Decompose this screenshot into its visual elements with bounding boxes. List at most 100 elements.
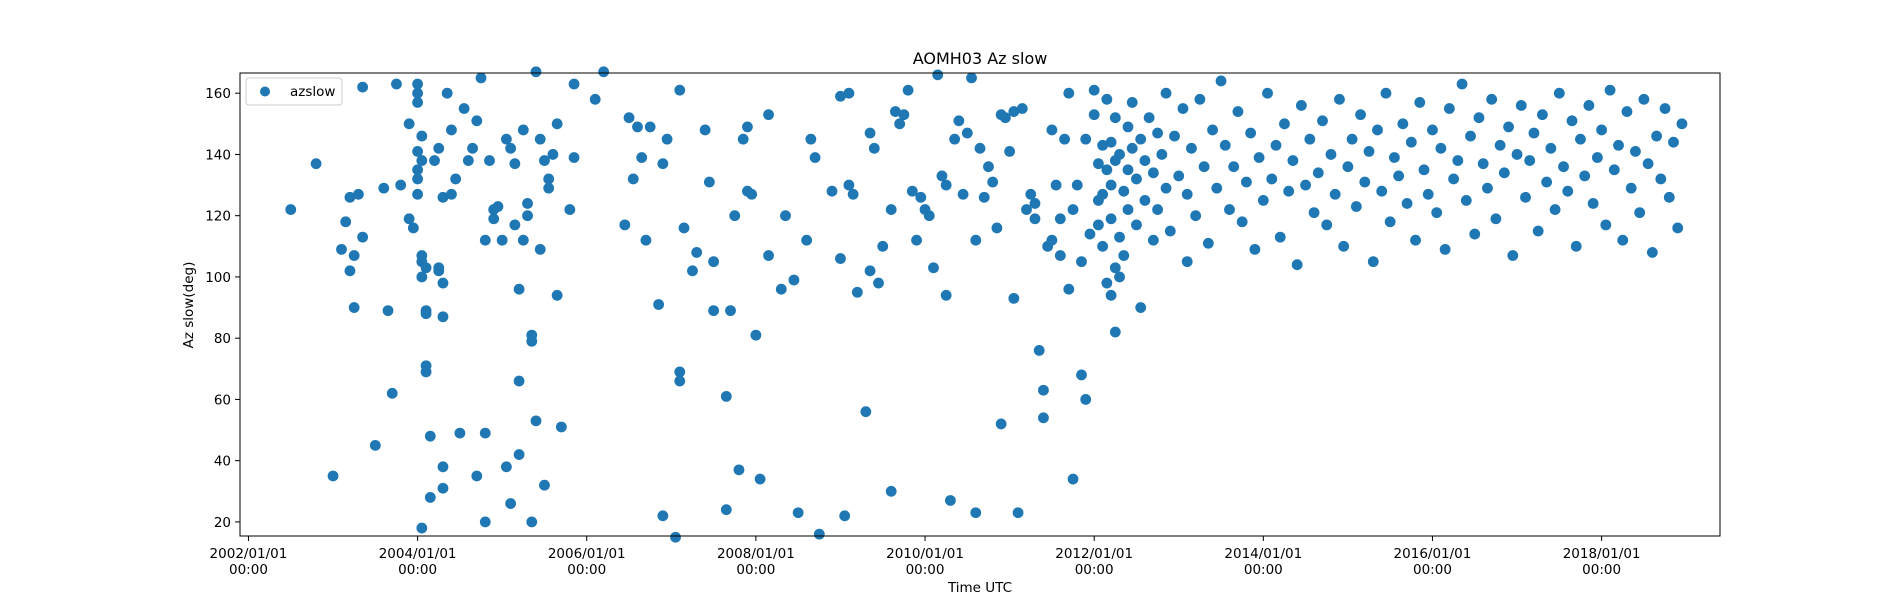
data-point-azslow-95 — [551, 289, 563, 301]
data-point-azslow-130 — [742, 121, 753, 133]
data-point-azslow-315 — [1380, 87, 1392, 99]
y-tick-label-4: 100 — [205, 270, 231, 286]
data-point-azslow-8 — [348, 250, 360, 261]
data-point-azslow-235 — [1109, 112, 1121, 124]
data-point-azslow-29 — [412, 188, 423, 200]
data-point-azslow-296 — [1300, 179, 1311, 191]
data-point-azslow-144 — [813, 528, 825, 540]
y-tick-label-6: 140 — [205, 147, 231, 163]
data-point-azslow-60 — [475, 72, 487, 84]
data-point-azslow-258 — [1152, 127, 1163, 139]
data-point-azslow-134 — [754, 473, 766, 485]
data-point-azslow-107 — [640, 234, 652, 246]
data-point-azslow-375 — [1634, 207, 1646, 219]
data-point-azslow-50 — [441, 87, 453, 99]
data-point-azslow-183 — [974, 142, 986, 154]
data-point-azslow-55 — [458, 103, 470, 114]
data-point-azslow-15 — [386, 387, 398, 399]
data-point-azslow-337 — [1473, 112, 1485, 124]
x-tick-label-time-3: 00:00 — [736, 562, 775, 578]
data-point-azslow-351 — [1532, 225, 1544, 237]
data-point-azslow-119 — [691, 247, 703, 258]
x-tick-label-date-0: 2002/01/01 — [210, 546, 288, 562]
data-point-azslow-357 — [1558, 161, 1569, 173]
data-point-azslow-35 — [420, 308, 432, 320]
y-tick-label-5: 120 — [205, 209, 231, 225]
data-point-azslow-306 — [1342, 161, 1354, 173]
data-point-azslow-78 — [517, 124, 529, 136]
data-point-azslow-71 — [505, 142, 517, 154]
data-point-azslow-242 — [1118, 185, 1130, 197]
data-point-azslow-373 — [1625, 182, 1637, 194]
data-point-azslow-20 — [407, 222, 419, 234]
data-point-azslow-185 — [983, 161, 994, 173]
data-point-azslow-220 — [1088, 109, 1100, 121]
data-point-azslow-273 — [1202, 237, 1214, 249]
data-point-azslow-127 — [729, 210, 741, 222]
x-tick-label-date-8: 2018/01/01 — [1563, 546, 1641, 562]
data-point-azslow-42 — [433, 265, 445, 277]
data-point-azslow-216 — [1076, 369, 1087, 381]
data-point-azslow-160 — [885, 485, 897, 497]
data-point-azslow-218 — [1080, 394, 1092, 405]
data-point-azslow-28 — [412, 173, 423, 185]
data-point-azslow-268 — [1181, 256, 1193, 268]
data-point-azslow-376 — [1638, 93, 1650, 105]
data-point-azslow-106 — [636, 152, 648, 163]
data-point-azslow-283 — [1245, 127, 1257, 139]
data-point-azslow-348 — [1520, 191, 1531, 203]
data-point-azslow-81 — [522, 210, 533, 222]
data-point-azslow-161 — [890, 106, 901, 117]
data-point-azslow-137 — [775, 283, 787, 295]
data-point-azslow-88 — [534, 243, 546, 255]
data-point-azslow-132 — [746, 188, 758, 200]
data-point-azslow-277 — [1219, 139, 1231, 151]
data-point-azslow-181 — [970, 234, 982, 246]
data-point-azslow-84 — [526, 516, 538, 528]
data-point-azslow-255 — [1143, 112, 1155, 124]
data-point-azslow-215 — [1076, 256, 1087, 268]
x-tick-label-date-4: 2010/01/01 — [886, 546, 964, 562]
data-point-azslow-74 — [509, 219, 521, 231]
data-point-azslow-330 — [1443, 103, 1455, 114]
data-point-azslow-90 — [539, 155, 550, 166]
data-point-azslow-11 — [357, 231, 369, 243]
data-point-azslow-191 — [1004, 145, 1015, 157]
data-point-azslow-57 — [467, 142, 478, 154]
data-point-azslow-126 — [725, 305, 736, 317]
data-point-azslow-193 — [1008, 292, 1020, 304]
data-point-azslow-372 — [1621, 106, 1633, 117]
data-point-azslow-149 — [843, 87, 855, 99]
data-point-azslow-105 — [632, 121, 643, 133]
x-tick-label-time-2: 00:00 — [567, 562, 606, 578]
data-point-azslow-226 — [1097, 188, 1109, 200]
data-point-azslow-179 — [961, 127, 973, 139]
data-point-azslow-51 — [446, 124, 457, 136]
data-point-azslow-118 — [687, 265, 698, 277]
data-point-azslow-245 — [1122, 164, 1134, 176]
data-point-azslow-248 — [1126, 142, 1138, 154]
data-point-azslow-135 — [763, 109, 774, 121]
data-point-azslow-329 — [1439, 243, 1451, 255]
data-point-azslow-380 — [1655, 173, 1667, 185]
data-point-azslow-302 — [1325, 149, 1337, 160]
data-point-azslow-33 — [416, 271, 428, 283]
data-point-azslow-123 — [708, 305, 719, 317]
data-point-azslow-192 — [1008, 106, 1020, 117]
legend: azslow — [245, 77, 343, 106]
data-point-azslow-247 — [1126, 97, 1138, 108]
data-point-azslow-323 — [1414, 97, 1426, 108]
data-point-azslow-124 — [720, 390, 732, 402]
data-point-azslow-156 — [868, 142, 880, 154]
data-point-azslow-371 — [1617, 234, 1629, 246]
data-point-azslow-182 — [970, 507, 982, 519]
x-tick-label-time-5: 00:00 — [1075, 562, 1114, 578]
data-point-azslow-346 — [1511, 149, 1523, 160]
data-point-azslow-343 — [1498, 167, 1510, 179]
x-tick-label-date-2: 2006/01/01 — [548, 546, 626, 562]
data-point-azslow-98 — [568, 152, 580, 163]
data-point-azslow-320 — [1401, 198, 1413, 209]
x-tick-label-time-4: 00:00 — [906, 562, 945, 578]
data-point-azslow-146 — [835, 90, 846, 102]
